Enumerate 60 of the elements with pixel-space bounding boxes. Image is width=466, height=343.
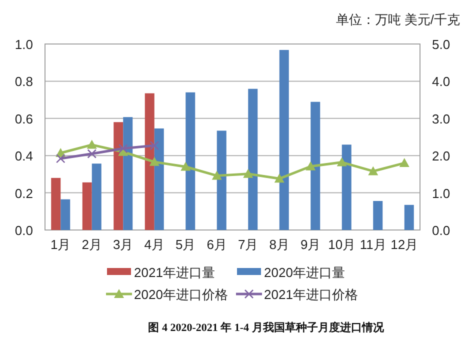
point — [336, 157, 347, 166]
point — [87, 149, 97, 158]
point — [150, 140, 160, 150]
point — [149, 156, 160, 166]
y-tick-label: 0.4 — [14, 148, 33, 164]
bar — [51, 178, 61, 230]
text: 图 4 2020-2021 年 1-4 月我国草种子月度进口情况 — [148, 321, 385, 334]
point — [56, 154, 66, 164]
bar — [92, 164, 102, 230]
legend-label: 2020年进口量 — [264, 265, 345, 280]
bar — [373, 200, 383, 230]
x-tick-label: 6月 — [206, 237, 227, 252]
bar — [144, 93, 154, 230]
x-tick-label: 10月 — [328, 237, 356, 252]
y2-tick-label: 4.0 — [432, 74, 450, 90]
bar — [60, 199, 70, 230]
y2-tick-label: 2.0 — [432, 148, 450, 164]
x-tick-label: 11月 — [360, 237, 386, 252]
x-tick-label: 12月 — [390, 237, 418, 252]
point — [306, 161, 316, 170]
y2-tick-label: 3.0 — [432, 111, 450, 126]
y-tick-label: 0.8 — [14, 74, 33, 90]
point — [274, 174, 284, 183]
bar — [248, 88, 258, 230]
x-tick-label: 2月 — [82, 237, 102, 252]
y-tick-label: 0.0 — [14, 223, 33, 238]
point — [118, 144, 128, 154]
legend-label: 2020年进口价格 — [134, 287, 228, 302]
bar — [216, 130, 226, 230]
x-tick-label: 9月 — [300, 237, 321, 252]
bar — [342, 144, 352, 230]
point — [180, 162, 191, 171]
x-tick-label: 7月 — [238, 237, 258, 252]
point — [86, 140, 97, 149]
point — [243, 168, 254, 178]
bar — [82, 182, 92, 230]
text: 单位：万吨 美元/千克 — [336, 12, 460, 27]
bar — [154, 128, 164, 230]
y-tick-label: 1.0 — [14, 37, 33, 52]
y2-tick-label: 5.0 — [432, 37, 450, 52]
bar — [279, 50, 289, 230]
point — [212, 170, 222, 180]
bar — [123, 117, 133, 230]
legend-label: 2021年进口量 — [134, 265, 215, 280]
y2-tick-label: 0.0 — [432, 223, 450, 238]
x-tick-label: 8月 — [269, 237, 290, 252]
bar — [404, 204, 414, 230]
y-tick-label: 0.2 — [14, 186, 33, 201]
x-tick-label: 1月 — [50, 237, 71, 252]
bar — [186, 92, 196, 230]
y2-tick-label: 1.0 — [432, 186, 450, 201]
point — [399, 158, 410, 168]
y-tick-label: 0.6 — [14, 111, 33, 126]
bar — [310, 102, 320, 230]
x-tick-label: 5月 — [176, 237, 196, 252]
x-tick-label: 3月 — [113, 237, 134, 252]
bar — [114, 122, 124, 230]
x-tick-label: 4月 — [144, 237, 164, 252]
point — [368, 166, 378, 176]
legend-label: 2021年进口价格 — [264, 287, 358, 302]
